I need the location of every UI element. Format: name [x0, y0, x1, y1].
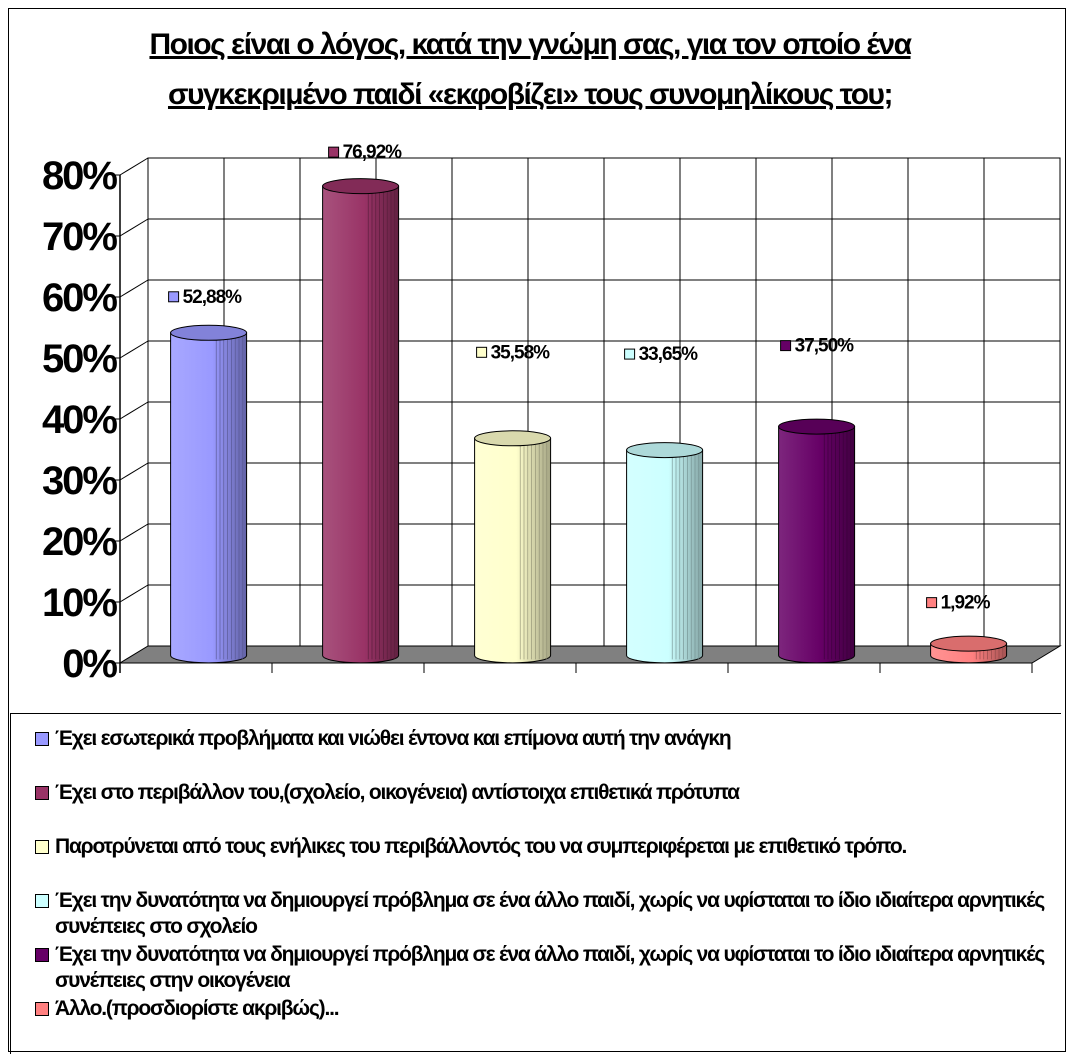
- bar: [778, 418, 856, 664]
- data-label-key: [624, 348, 636, 360]
- chart-title: Ποιος είναι ο λόγος, κατά την γνώμη σας,…: [149, 28, 912, 111]
- legend-key: [35, 948, 49, 962]
- gridline-depth: [119, 401, 149, 420]
- y-tick-label: 20%: [42, 520, 117, 564]
- data-label: 76,92%: [343, 142, 403, 163]
- legend-item: Έχει στο περιβάλλον του,(σχολείο, οικογέ…: [35, 780, 1055, 806]
- y-tick-label: 40%: [42, 398, 117, 442]
- bar-top: [322, 178, 400, 195]
- bar-top: [626, 442, 704, 459]
- legend-key: [35, 1002, 49, 1016]
- legend-label: Παροτρύνεται από τους ενήλικες του περιβ…: [55, 835, 907, 858]
- y-axis: [119, 175, 1033, 673]
- y-tick-labels: 0% 10% 20% 30% 40% 50% 60% 70% 80%: [42, 154, 120, 686]
- data-label: 33,65%: [639, 344, 699, 365]
- bar-top: [474, 430, 552, 447]
- legend-key: [35, 840, 49, 854]
- legend-key: [35, 732, 49, 746]
- data-label-key: [328, 146, 340, 158]
- bar-top: [170, 324, 248, 341]
- gridline-depth: [119, 462, 149, 481]
- bar: [322, 178, 400, 664]
- gridlines: [119, 157, 1060, 646]
- y-tick-label: 80%: [42, 154, 117, 198]
- gridline-depth: [119, 523, 149, 542]
- bar-top: [930, 635, 1008, 652]
- gridline-depth: [119, 218, 149, 237]
- bars: [170, 178, 1008, 664]
- legend-item: Παροτρύνεται από τους ενήλικες του περιβ…: [35, 834, 1055, 860]
- legend-key: [35, 786, 49, 800]
- data-labels: 52,88% 76,92% 35,58% 33,65% 37,50% 1,92%: [168, 142, 992, 614]
- gridline-depth: [119, 157, 149, 176]
- bar: [474, 430, 552, 664]
- bar: [626, 442, 704, 664]
- legend-item: Άλλο.(προσδιορίστε ακριβώς)...: [35, 996, 1055, 1022]
- y-tick-label: 60%: [42, 276, 117, 320]
- legend-item: Έχει την δυνατότητα να δημιουργεί πρόβλη…: [35, 942, 1055, 994]
- y-tick-label: 50%: [42, 337, 117, 381]
- y-tick-label: 10%: [42, 581, 117, 625]
- legend-label: Έχει την δυνατότητα να δημιουργεί πρόβλη…: [55, 889, 1045, 938]
- data-label-key: [926, 597, 938, 609]
- y-tick-label: 30%: [42, 459, 117, 503]
- plot-floor: [118, 645, 1062, 664]
- legend-label: Έχει εσωτερικά προβλήματα και νιώθει έντ…: [55, 727, 732, 750]
- legend-label: Άλλο.(προσδιορίστε ακριβώς)...: [55, 997, 340, 1020]
- data-label: 35,58%: [491, 342, 551, 363]
- data-label-key: [476, 346, 488, 358]
- y-tick-label: 70%: [42, 215, 117, 259]
- y-tick-label: 0%: [62, 642, 117, 686]
- legend-item: Έχει την δυνατότητα να δημιουργεί πρόβλη…: [35, 888, 1055, 940]
- data-label: 52,88%: [183, 287, 243, 308]
- bar-chart: 0% 10% 20% 30% 40% 50% 60% 70% 80% 52,88% 76,92% 3…: [42, 142, 1062, 686]
- legend-label: Έχει στο περιβάλλον του,(σχολείο, οικογέ…: [55, 781, 740, 804]
- bar: [170, 324, 248, 664]
- data-label: 37,50%: [795, 336, 855, 357]
- data-label-key: [780, 340, 792, 352]
- legend-key: [35, 894, 49, 908]
- legend-item: Έχει εσωτερικά προβλήματα και νιώθει έντ…: [35, 726, 1055, 752]
- data-label: 1,92%: [941, 593, 991, 614]
- data-label-key: [168, 291, 180, 303]
- gridline-depth: [119, 340, 149, 359]
- bar-top: [778, 418, 856, 435]
- gridline-depth: [119, 584, 149, 603]
- legend: Έχει εσωτερικά προβλήματα και νιώθει έντ…: [10, 713, 1061, 1054]
- bar: [930, 635, 1008, 664]
- gridline-depth: [119, 279, 149, 298]
- legend-label: Έχει την δυνατότητα να δημιουργεί πρόβλη…: [55, 943, 1045, 992]
